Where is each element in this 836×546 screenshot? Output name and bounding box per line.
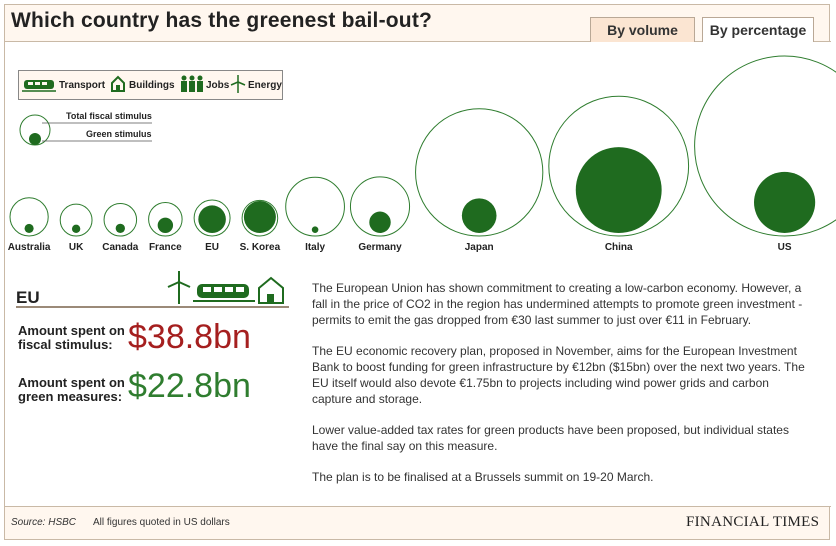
bubble-green-canada [115,223,125,234]
bubble-total-canada[interactable] [103,202,138,237]
bubble-green-australia [24,223,34,233]
region-title: EU [16,288,40,307]
bubble-green-us [754,171,816,233]
green-measures-value: $22.8bn [128,367,251,405]
page-title: Which country has the greenest bail-out? [11,9,433,32]
bubble-green-uk [71,224,81,233]
currency-note: All figures quoted in US dollars [93,517,230,528]
bubble-chart: Australia UK Canada France EU S. Korea Italy Ge… [8,55,836,253]
bubble-total-italy[interactable] [285,176,345,237]
bubble-green-s-korea [243,201,276,233]
footer-divider [5,506,831,507]
paragraph: The plan is to be finalised at a Brussel… [312,470,654,484]
country-label[interactable]: Australia [8,242,51,253]
country-label[interactable]: US [778,242,792,253]
house-icon [111,75,125,92]
bubble-green-eu [198,205,226,234]
bubble-green-japan [461,198,497,233]
bubble-green-china [575,147,662,233]
legend: Transport Buildings Jobs Energy [18,70,283,100]
wind-turbine-icon [167,271,191,304]
paragraph: Lower value-added tax rates for green pr… [312,423,789,453]
brand-logo: FINANCIAL TIMES [686,514,820,530]
train-icon [22,80,56,92]
bubble-total-uk[interactable] [59,203,93,237]
train-icon [193,284,255,302]
house-icon [258,276,284,304]
tab-by-volume[interactable]: By volume [590,17,695,42]
country-label[interactable]: France [149,242,182,253]
country-label[interactable]: Germany [358,242,402,253]
region-icons [167,271,284,304]
green-measures-label: Amount spent on green measures: [18,375,125,404]
legend-label-buildings: Buildings [129,80,175,91]
country-label[interactable]: China [605,242,633,253]
fiscal-stimulus-label: Amount spent on fiscal stimulus: [18,323,125,352]
paragraph: The EU economic recovery plan, proposed … [312,344,805,406]
key-label-green: Green stimulus [86,129,152,139]
country-label[interactable]: Canada [102,242,139,253]
legend-label-jobs: Jobs [206,80,230,91]
country-label[interactable]: Italy [305,242,325,253]
country-label[interactable]: UK [69,242,84,253]
country-label[interactable]: Japan [465,242,494,253]
key-label-total: Total fiscal stimulus [66,111,152,121]
wind-turbine-icon [230,75,246,93]
header-divider [5,41,831,42]
bubble-total-australia[interactable] [9,197,49,237]
bubble-green-italy [311,226,319,234]
legend-label-energy: Energy [248,80,282,91]
country-label[interactable]: EU [205,242,219,253]
bubble-total-germany[interactable] [349,176,411,237]
main-panel [5,42,831,506]
bubble-green-france [157,217,174,233]
tab-by-percentage[interactable]: By percentage [702,17,814,42]
bubble-total-japan[interactable] [415,108,544,237]
region-description: The European Union has shown commitment … [312,280,812,500]
region-divider [16,306,289,308]
size-key: Total fiscal stimulus Green stimulus [18,108,178,148]
paragraph: The European Union has shown commitment … [312,281,803,327]
country-label[interactable]: S. Korea [240,242,281,253]
legend-label-transport: Transport [59,80,106,91]
people-icon [181,75,203,92]
source-note: Source: HSBC [11,517,77,528]
bubble-green-germany [369,211,391,234]
fiscal-stimulus-value: $38.8bn [128,318,251,356]
